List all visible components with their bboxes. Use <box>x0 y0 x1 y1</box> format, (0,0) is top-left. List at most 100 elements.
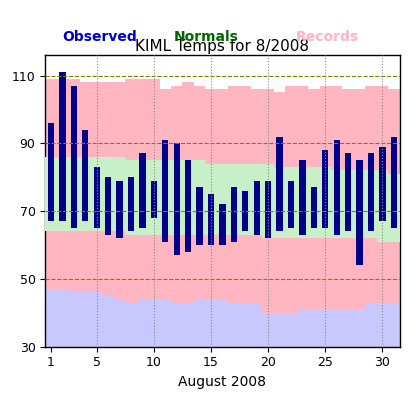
Bar <box>228 303 240 347</box>
Bar <box>377 303 388 347</box>
Bar <box>265 180 272 238</box>
Bar <box>217 164 228 235</box>
Bar <box>331 85 342 309</box>
Bar <box>128 177 134 231</box>
Bar <box>91 82 103 292</box>
Bar <box>286 313 297 347</box>
Bar <box>331 309 342 347</box>
Bar <box>103 82 114 296</box>
Bar <box>148 160 159 235</box>
Bar <box>205 299 217 347</box>
Bar <box>183 82 194 303</box>
Bar <box>185 160 191 252</box>
Bar <box>171 303 183 347</box>
Bar <box>354 171 365 238</box>
Bar <box>68 292 80 347</box>
Bar <box>59 72 66 221</box>
Bar <box>137 79 148 299</box>
Bar <box>194 299 205 347</box>
Bar <box>251 89 262 303</box>
Bar <box>80 292 91 347</box>
Bar <box>388 174 400 242</box>
Bar <box>173 143 180 255</box>
Bar <box>388 89 400 303</box>
Bar <box>300 160 306 235</box>
Bar <box>68 157 80 231</box>
Bar <box>231 188 237 242</box>
Bar <box>354 309 365 347</box>
Bar <box>197 188 203 245</box>
Bar <box>262 164 274 238</box>
Bar <box>345 154 351 231</box>
Bar <box>334 140 340 235</box>
Bar <box>342 89 354 309</box>
Bar <box>48 123 54 221</box>
Bar <box>217 299 228 347</box>
Bar <box>137 160 148 235</box>
Bar <box>262 313 274 347</box>
Bar <box>377 171 388 242</box>
Bar <box>183 303 194 347</box>
Bar <box>322 150 328 228</box>
Bar <box>274 93 286 313</box>
Bar <box>276 137 283 231</box>
Bar <box>368 154 374 231</box>
Text: Records: Records <box>295 30 358 45</box>
Bar <box>274 313 286 347</box>
Bar <box>91 292 103 347</box>
Bar <box>365 171 377 238</box>
Bar <box>82 130 89 221</box>
Bar <box>159 89 171 299</box>
Bar <box>308 309 320 347</box>
Bar <box>162 140 169 242</box>
Bar <box>57 157 68 231</box>
Bar <box>331 171 342 238</box>
Bar <box>125 79 137 303</box>
Bar <box>117 180 123 238</box>
Bar <box>125 303 137 347</box>
Bar <box>183 160 194 235</box>
Bar <box>114 82 125 299</box>
Bar <box>217 89 228 299</box>
Bar <box>262 89 274 313</box>
Bar <box>391 137 397 228</box>
Bar <box>286 167 297 238</box>
Bar <box>342 309 354 347</box>
Text: Normals: Normals <box>173 30 239 45</box>
X-axis label: August 2008: August 2008 <box>178 375 267 389</box>
Bar <box>219 204 226 245</box>
Bar <box>114 157 125 231</box>
Bar <box>286 85 297 313</box>
Bar <box>388 303 400 347</box>
Bar <box>151 180 157 218</box>
Bar <box>356 160 363 265</box>
Bar <box>194 160 205 235</box>
Bar <box>205 89 217 299</box>
Bar <box>365 85 377 303</box>
Bar <box>308 89 320 309</box>
Bar <box>45 157 57 231</box>
Bar <box>68 79 80 292</box>
Bar <box>45 289 57 347</box>
Bar <box>171 160 183 235</box>
Bar <box>105 177 111 235</box>
Bar <box>240 85 251 303</box>
Bar <box>148 299 159 347</box>
Bar <box>194 85 205 299</box>
Title: KIML Temps for 8/2008: KIML Temps for 8/2008 <box>136 39 309 54</box>
Bar <box>251 303 262 347</box>
Bar <box>137 299 148 347</box>
Bar <box>208 194 214 245</box>
Bar <box>91 157 103 231</box>
Bar <box>57 289 68 347</box>
Bar <box>139 154 145 228</box>
Bar <box>297 167 308 238</box>
Bar <box>159 299 171 347</box>
Bar <box>251 164 262 235</box>
Bar <box>45 79 57 289</box>
Bar <box>103 296 114 347</box>
Bar <box>228 85 240 303</box>
Bar <box>377 85 388 303</box>
Bar <box>80 157 91 231</box>
Bar <box>205 164 217 235</box>
